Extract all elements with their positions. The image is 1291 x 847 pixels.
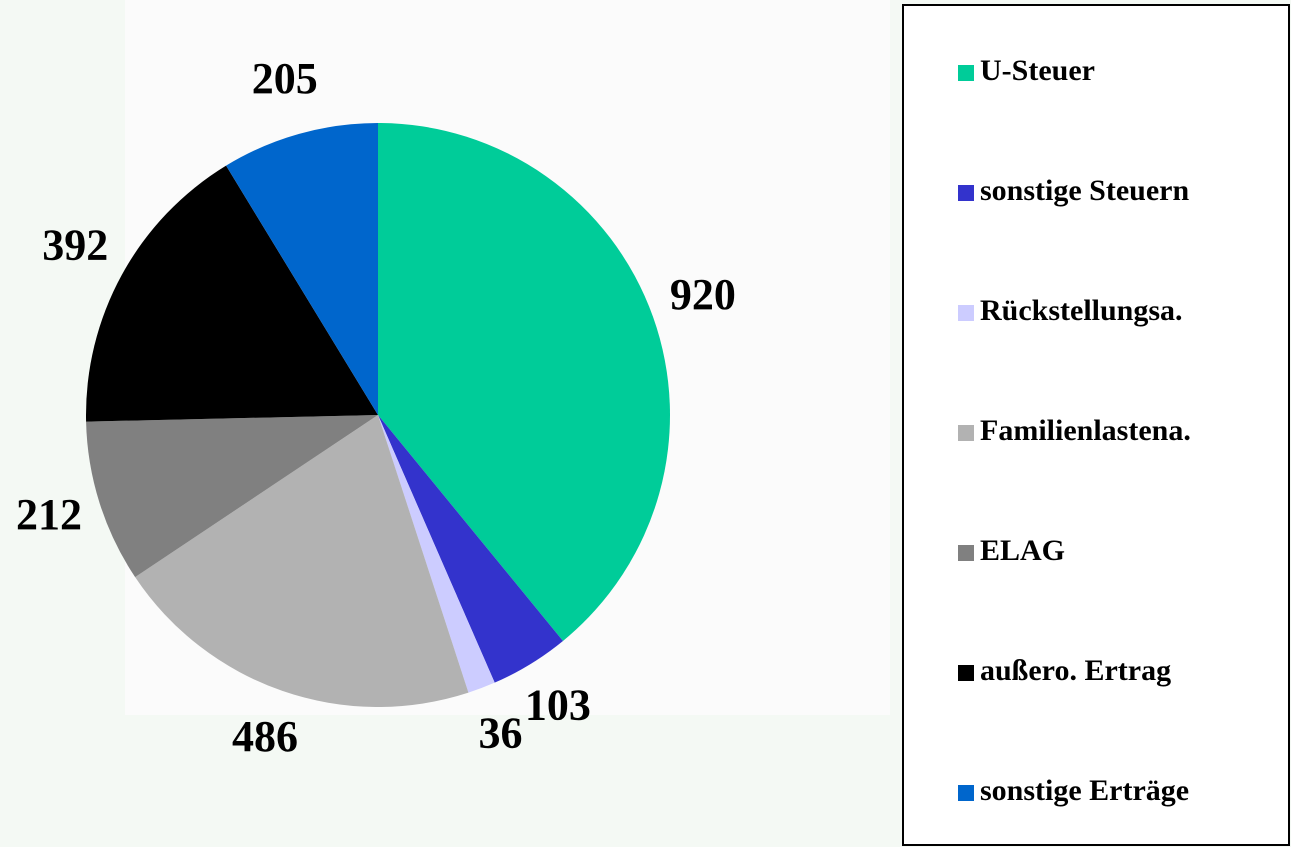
data-label: 103	[525, 680, 591, 729]
pie-slice	[135, 415, 469, 707]
pie-slice	[86, 415, 379, 578]
pie-slice	[378, 415, 495, 693]
legend-marker	[958, 545, 974, 561]
data-label: 486	[232, 712, 298, 761]
data-label: 36	[479, 709, 523, 758]
legend-marker	[958, 785, 974, 801]
legend-marker	[958, 425, 974, 441]
legend-label: Rückstellungsa.	[980, 294, 1183, 327]
data-label: 205	[252, 54, 318, 103]
legend: U-Steuer sonstige Steuern Rückstellungsa. F…	[958, 54, 1191, 807]
data-label: 212	[16, 490, 82, 539]
legend-marker	[958, 185, 974, 201]
pie-slice	[226, 123, 378, 415]
pie-slice	[86, 165, 379, 422]
pie-slice	[378, 123, 670, 641]
legend-marker	[958, 65, 974, 81]
legend-label: sonstige Erträge	[980, 774, 1189, 807]
data-label: 392	[42, 221, 108, 270]
legend-marker	[958, 665, 974, 681]
legend-label: außero. Ertrag	[980, 654, 1171, 687]
pie-slice	[378, 415, 563, 683]
legend-label: U-Steuer	[980, 54, 1095, 87]
data-label: 920	[670, 270, 736, 319]
legend-marker	[958, 305, 974, 321]
legend-label: ELAG	[980, 534, 1065, 567]
legend-label: Familienlastena.	[980, 414, 1191, 447]
legend-label: sonstige Steuern	[980, 174, 1189, 207]
